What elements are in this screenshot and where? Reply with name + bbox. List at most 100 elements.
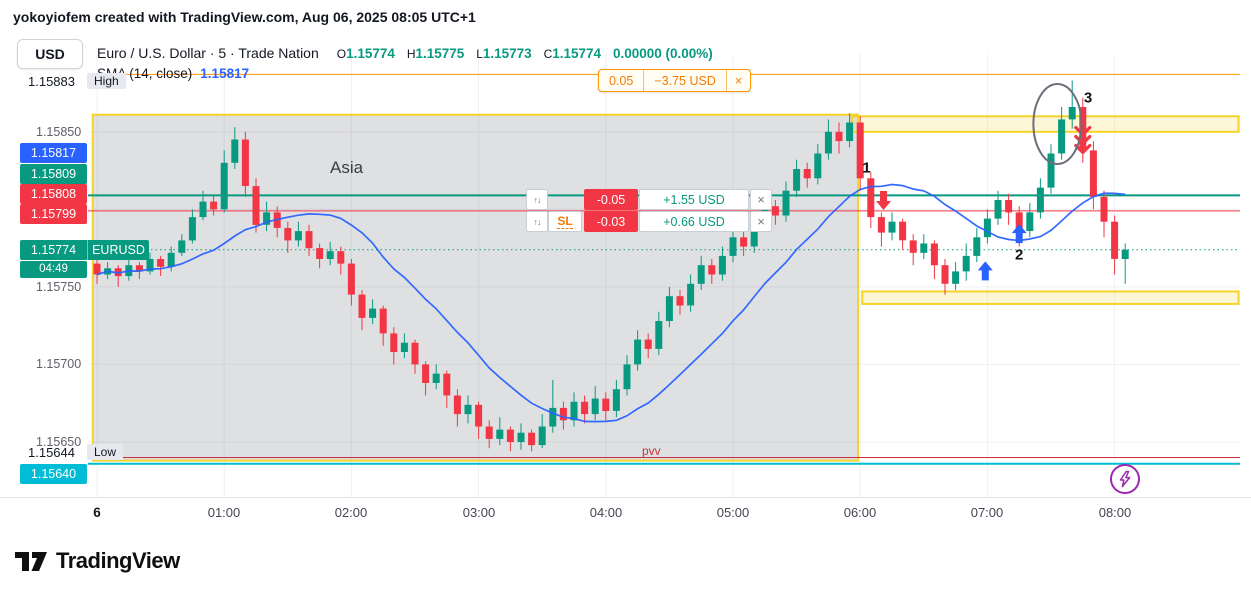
- candle-body: [1026, 212, 1034, 231]
- ohlc-high-label: H: [406, 47, 416, 61]
- chevron-down-icon[interactable]: [1074, 143, 1092, 155]
- marker-number-3[interactable]: 3: [1084, 90, 1092, 107]
- position-qty-button[interactable]: -0.05: [584, 189, 638, 210]
- pvv-line-label[interactable]: pvv: [642, 444, 661, 458]
- loss-price-tag: 1.15808: [20, 184, 87, 204]
- axis-low-row: 1.15644 Low: [28, 444, 124, 460]
- tradingview-brand-text: TradingView: [56, 548, 180, 573]
- candle-body: [284, 228, 292, 241]
- ohlc-open-value: 1.15774: [346, 46, 395, 61]
- candle-body: [326, 251, 334, 259]
- candle-body: [697, 265, 705, 284]
- candle-body: [347, 263, 355, 295]
- arrow-up-marker[interactable]: [977, 261, 993, 281]
- candle-body: [517, 432, 525, 442]
- candle-body: [1068, 107, 1076, 120]
- candle-body: [538, 426, 546, 446]
- time-label: 01:00: [207, 505, 241, 520]
- zones-layer[interactable]: [91, 113, 1240, 462]
- candle-body: [157, 259, 165, 267]
- candle-body: [973, 237, 981, 256]
- cyan-price-tag: 1.15640: [20, 464, 87, 484]
- asia-session-box[interactable]: [91, 113, 860, 462]
- attribution-text: yokoyiofem created with TradingView.com,…: [13, 9, 476, 25]
- axis-high-row: 1.15883 High: [28, 73, 126, 89]
- candle-body: [665, 296, 673, 321]
- axis-grid-label: 1.15650: [36, 435, 82, 449]
- candle-body: [634, 339, 642, 365]
- ohlc-low-label: L: [476, 47, 483, 61]
- candle-body: [782, 190, 790, 216]
- candle-body: [1005, 200, 1013, 213]
- marker-number-1[interactable]: 1: [862, 160, 870, 177]
- position-close-button[interactable]: ×: [750, 189, 772, 210]
- candle-body: [623, 364, 631, 390]
- stop-qty-button[interactable]: -0.03: [584, 211, 638, 232]
- candle-body: [644, 339, 652, 349]
- chevron-down-icon[interactable]: [1074, 125, 1092, 137]
- candle-body: [305, 231, 313, 249]
- symbol-title[interactable]: Euro / U.S. Dollar · 5 · Trade Nation: [97, 45, 319, 61]
- markers-layer[interactable]: 1 2 3: [862, 83, 1092, 281]
- candle-body: [1058, 119, 1066, 154]
- axis-grid-label: 1.15750: [36, 280, 82, 294]
- chevron-down-icon[interactable]: [1074, 134, 1092, 146]
- tradingview-logo-link[interactable]: TradingView: [13, 546, 180, 576]
- upper-supply-band[interactable]: [850, 115, 1240, 133]
- arrow-up-marker[interactable]: [1011, 224, 1027, 244]
- tp-pnl: −3.75 USD: [654, 73, 716, 88]
- stop-loss-label[interactable]: SL: [548, 211, 582, 232]
- candle-body: [337, 251, 345, 264]
- lower-demand-band[interactable]: [861, 290, 1240, 305]
- time-label: 05:00: [716, 505, 750, 520]
- stop-transfer-icon[interactable]: ↑↓: [526, 211, 548, 232]
- currency-toggle-button[interactable]: USD: [17, 39, 83, 69]
- sma-price-tag: 1.15817: [20, 143, 87, 163]
- candle-body: [750, 224, 758, 247]
- symbol-legend: Euro / U.S. Dollar · 5 · Trade Nation O1…: [97, 45, 713, 61]
- tp-close-button[interactable]: ×: [734, 73, 743, 88]
- take-profit-widget[interactable]: 0.05 −3.75 USD ×: [598, 69, 752, 92]
- ellipse-drawing[interactable]: [1032, 83, 1083, 165]
- candle-body: [729, 237, 737, 256]
- ohlc-close-label: C: [543, 47, 553, 61]
- position-transfer-icon[interactable]: ↑↓: [526, 189, 548, 210]
- marker-number-2[interactable]: 2: [1015, 246, 1023, 263]
- candle-body: [485, 426, 493, 439]
- candle-body: [358, 294, 366, 318]
- tp-qty: 0.05: [609, 73, 634, 88]
- asia-session-label[interactable]: Asia: [330, 158, 364, 177]
- candle-body: [655, 321, 663, 349]
- ohlc-open-label: O: [336, 47, 347, 61]
- candle-body: [1121, 249, 1129, 259]
- candle-body: [135, 265, 143, 272]
- time-label: 06:00: [843, 505, 877, 520]
- candle-body: [803, 169, 811, 179]
- candle-body: [888, 221, 896, 233]
- candle-body: [241, 139, 249, 186]
- time-label: 04:00: [589, 505, 623, 520]
- tp-divider: [725, 70, 727, 91]
- candle-body: [814, 153, 822, 179]
- tp-divider: [643, 70, 645, 91]
- candle-body: [188, 217, 196, 241]
- candle-body: [263, 212, 271, 225]
- instant-order-button[interactable]: [1110, 464, 1140, 494]
- stop-close-button[interactable]: ×: [750, 211, 772, 232]
- candle-body: [506, 429, 514, 442]
- candle-body: [941, 265, 949, 284]
- candles-layer[interactable]: [93, 80, 1129, 452]
- candle-body: [422, 364, 430, 383]
- candle-body: [962, 255, 970, 272]
- arrow-down-marker[interactable]: [876, 191, 892, 211]
- candle-body: [379, 308, 387, 334]
- candle-body: [390, 333, 398, 352]
- candle-body: [771, 206, 779, 216]
- candle-body: [1111, 221, 1119, 259]
- position-pnl-readout: +1.55 USD: [639, 189, 749, 210]
- candle-body: [602, 398, 610, 411]
- candle-body: [983, 218, 991, 238]
- candle-body: [1015, 212, 1023, 231]
